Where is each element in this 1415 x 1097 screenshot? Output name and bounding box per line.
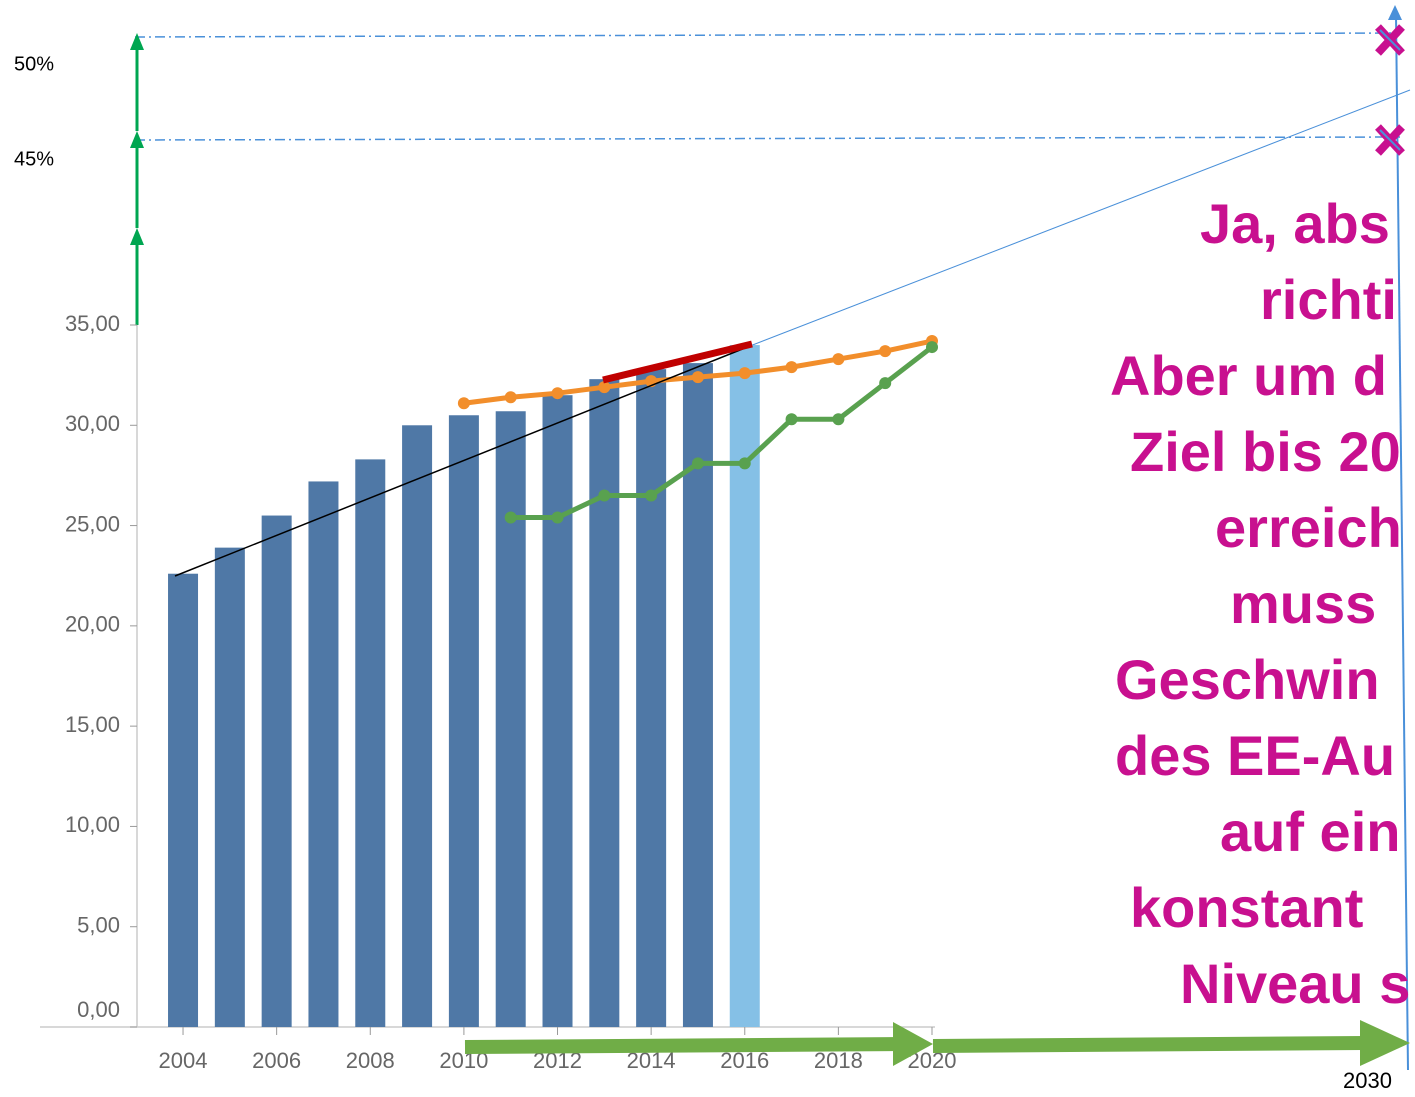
point [785, 413, 798, 426]
point [832, 353, 845, 366]
point [504, 391, 517, 404]
bar [682, 363, 713, 1027]
annotation: 50% [14, 53, 54, 75]
y-tick-label: 0,00 [77, 997, 120, 1022]
comment-line: richti [1260, 268, 1397, 331]
bar [448, 415, 479, 1027]
comment-line: Geschwin [1115, 648, 1380, 711]
y-tick-label: 5,00 [77, 913, 120, 938]
annotation: 45% [14, 148, 54, 170]
point [691, 371, 704, 384]
comment-line: Ja, abs [1200, 192, 1390, 255]
bar [214, 547, 245, 1027]
comment-line: Aber um d [1110, 344, 1387, 407]
point [785, 361, 798, 374]
comment-line: Niveau s [1180, 952, 1410, 1015]
bar [495, 411, 526, 1027]
bar [589, 379, 620, 1027]
comment-line: Ziel bis 20 [1130, 420, 1401, 483]
point [457, 397, 470, 410]
point [832, 413, 845, 426]
point [551, 387, 564, 400]
point [738, 367, 751, 380]
point [551, 511, 564, 524]
x-tick-label: 2006 [252, 1048, 301, 1073]
bar [308, 481, 339, 1028]
bar [355, 459, 386, 1028]
bar [542, 395, 573, 1027]
annotation: 2030 [1343, 1068, 1392, 1093]
comment-line: erreich [1215, 496, 1402, 559]
point [926, 341, 938, 354]
bar [168, 573, 199, 1027]
point [691, 457, 704, 470]
bar [261, 515, 292, 1027]
plot: 0,00 5,00 10,00 15,00 20,00 25,00 30,00 35,00 20… [40, 311, 956, 1073]
point [504, 511, 517, 524]
point [879, 377, 892, 390]
y-tick-label: 30,00 [65, 411, 120, 436]
y-tick-label: 35,00 [65, 311, 120, 336]
point [738, 457, 751, 470]
x-tick-label: 2008 [346, 1048, 395, 1073]
bar [402, 425, 433, 1027]
line [510, 345, 934, 521]
point [598, 381, 611, 394]
point [879, 345, 892, 358]
trend-lines [174, 340, 1410, 1066]
y-tick-label: 20,00 [65, 612, 120, 637]
comment-line: auf ein [1220, 800, 1400, 863]
point [645, 489, 658, 502]
bar [636, 369, 667, 1027]
point [598, 489, 611, 502]
x-tick-label: 2004 [159, 1048, 208, 1073]
y-tick-label: 10,00 [65, 812, 120, 837]
bar [729, 345, 760, 1027]
comment-line: muss [1230, 572, 1376, 635]
annotation-shapes [130, 5, 1411, 1071]
comment-line: des EE-Au [1115, 724, 1395, 787]
y-tick-label: 15,00 [65, 712, 120, 737]
y-tick-label: 25,00 [65, 511, 120, 536]
x-tick-label: 2018 [814, 1048, 863, 1073]
comment-line: konstant [1130, 876, 1363, 939]
